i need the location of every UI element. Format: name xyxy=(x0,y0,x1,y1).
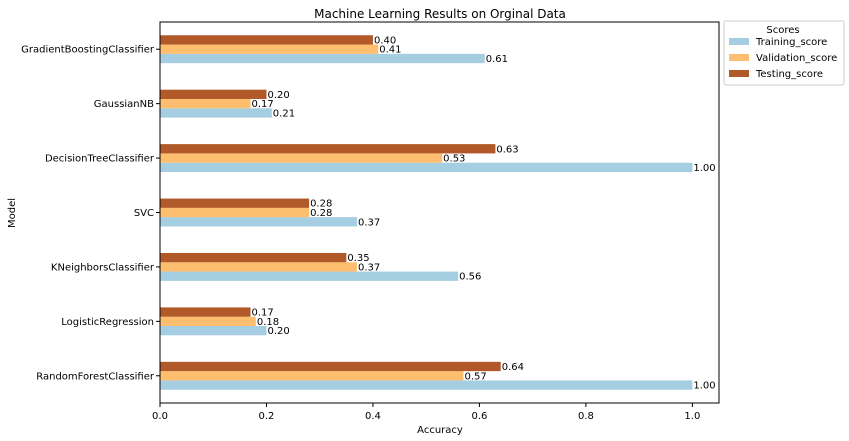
data-label-svc-validation-score: 0.28 xyxy=(310,208,332,219)
data-label-kneighborsclassifier-validation-score: 0.37 xyxy=(358,262,380,273)
bar-gaussiannb-validation-score xyxy=(160,98,251,109)
bar-logisticregression-testing-score xyxy=(160,307,251,317)
data-label-svc-testing-score: 0.28 xyxy=(310,199,332,210)
data-labels-layer: 1.000.570.640.200.180.170.560.370.350.37… xyxy=(252,35,716,391)
bar-logisticregression-training-score xyxy=(160,326,267,336)
bar-gradientboostingclassifier-training-score xyxy=(160,53,485,64)
data-label-logisticregression-validation-score: 0.18 xyxy=(257,317,279,328)
bar-svc-testing-score xyxy=(160,198,310,208)
data-label-kneighborsclassifier-training-score: 0.56 xyxy=(459,272,481,283)
bar-svc-validation-score xyxy=(160,207,310,218)
data-label-randomforestclassifier-training-score: 1.00 xyxy=(693,381,715,392)
bar-decisiontreeclassifier-testing-score xyxy=(160,144,496,154)
legend-frame xyxy=(723,20,845,86)
x-axis: 0.0 0.2 0.4 0.6 0.8 1.0 xyxy=(152,403,700,422)
data-label-decisiontreeclassifier-validation-score: 0.53 xyxy=(443,154,465,165)
legend-swatch-testing-score xyxy=(729,70,749,77)
y-tick-label-decisiontreeclassifier: DecisionTreeClassifier xyxy=(45,154,155,165)
bar-decisiontreeclassifier-training-score xyxy=(160,162,693,173)
x-tick-label: 1.0 xyxy=(684,411,700,422)
data-label-randomforestclassifier-testing-score: 0.64 xyxy=(502,362,524,373)
data-label-gaussiannb-training-score: 0.21 xyxy=(273,108,295,119)
bar-randomforestclassifier-testing-score xyxy=(160,361,501,372)
x-tick-label: 0.2 xyxy=(259,411,275,422)
x-tick-label: 0.4 xyxy=(365,411,381,422)
bar-gradientboostingclassifier-testing-score xyxy=(160,35,373,45)
x-tick-label: 0.0 xyxy=(152,411,168,422)
y-tick-label-kneighborsclassifier: KNeighborsClassifier xyxy=(51,262,155,273)
y-tick-label-svc: SVC xyxy=(134,208,154,219)
chart-title: Machine Learning Results on Orginal Data xyxy=(314,7,566,21)
legend-label-validation-score: Validation_score xyxy=(756,53,837,64)
y-axis-label: Model xyxy=(7,198,18,228)
legend-swatch-training-score xyxy=(729,38,749,45)
data-label-kneighborsclassifier-testing-score: 0.35 xyxy=(347,253,369,264)
data-label-decisiontreeclassifier-testing-score: 0.63 xyxy=(496,144,518,155)
data-label-logisticregression-training-score: 0.20 xyxy=(267,326,289,337)
x-tick-label: 0.8 xyxy=(578,411,594,422)
data-label-decisiontreeclassifier-training-score: 1.00 xyxy=(693,163,715,174)
data-label-gradientboostingclassifier-training-score: 0.61 xyxy=(486,54,508,65)
bars-layer xyxy=(160,35,693,390)
legend-label-training-score: Training_score xyxy=(755,37,827,48)
bar-kneighborsclassifier-validation-score xyxy=(160,262,357,272)
bar-kneighborsclassifier-training-score xyxy=(160,271,459,281)
legend-title: Scores xyxy=(766,25,799,36)
bar-svc-training-score xyxy=(160,217,357,227)
data-label-gradientboostingclassifier-validation-score: 0.41 xyxy=(379,45,401,56)
bar-kneighborsclassifier-testing-score xyxy=(160,252,347,263)
legend-swatch-validation-score xyxy=(729,54,749,61)
bar-randomforestclassifier-training-score xyxy=(160,380,693,390)
y-tick-label-gaussiannb: GaussianNB xyxy=(94,99,154,110)
bar-logisticregression-validation-score xyxy=(160,316,256,327)
legend: Scores Training_score Validation_score Tes… xyxy=(723,20,845,86)
data-label-randomforestclassifier-validation-score: 0.57 xyxy=(464,371,486,382)
data-label-gaussiannb-testing-score: 0.20 xyxy=(267,90,289,101)
legend-items: Training_score Validation_score Testing_sc… xyxy=(729,37,837,80)
bar-randomforestclassifier-validation-score xyxy=(160,371,464,381)
y-tick-label-gradientboostingclassifier: GradientBoostingClassifier xyxy=(21,45,155,56)
x-tick-label: 0.6 xyxy=(471,411,487,422)
legend-label-testing-score: Testing_score xyxy=(755,69,823,80)
data-label-logisticregression-testing-score: 0.17 xyxy=(252,308,274,319)
bar-gaussiannb-testing-score xyxy=(160,89,267,99)
bar-gradientboostingclassifier-validation-score xyxy=(160,44,379,54)
y-tick-label-logisticregression: LogisticRegression xyxy=(61,317,154,328)
y-axis: RandomForestClassifier LogisticRegression… xyxy=(21,45,160,382)
bar-decisiontreeclassifier-validation-score xyxy=(160,153,443,163)
x-axis-label: Accuracy xyxy=(417,425,463,436)
data-label-svc-training-score: 0.37 xyxy=(358,217,380,228)
y-tick-label-randomforestclassifier: RandomForestClassifier xyxy=(36,371,155,382)
data-label-gaussiannb-validation-score: 0.17 xyxy=(252,99,274,110)
bar-gaussiannb-training-score xyxy=(160,108,272,118)
data-label-gradientboostingclassifier-testing-score: 0.40 xyxy=(374,35,396,46)
